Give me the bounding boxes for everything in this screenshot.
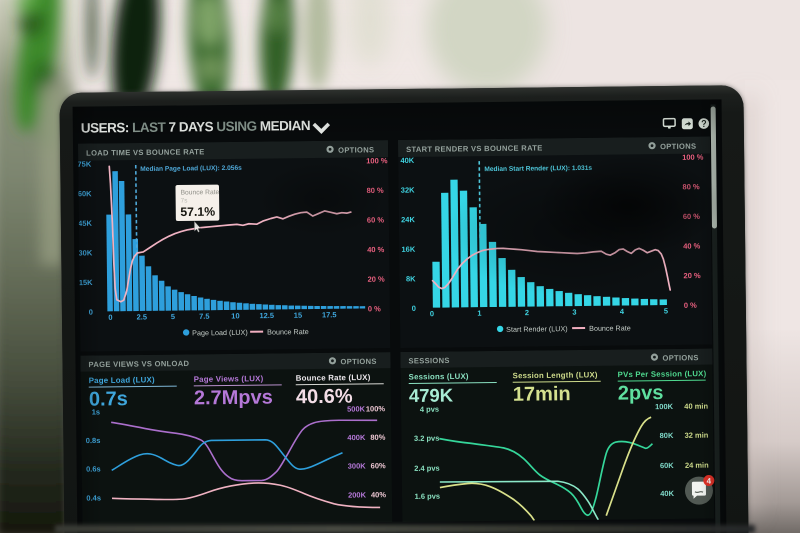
- svg-text:60K: 60K: [660, 461, 674, 470]
- svg-text:40K: 40K: [660, 489, 674, 498]
- svg-text:2.7Mpvs: 2.7Mpvs: [194, 386, 273, 409]
- svg-text:40.6%: 40.6%: [296, 386, 353, 409]
- svg-text:8K: 8K: [406, 274, 416, 283]
- svg-text:60%: 60%: [371, 461, 386, 470]
- svg-text:45K: 45K: [78, 219, 92, 228]
- svg-text:40%: 40%: [371, 490, 386, 499]
- svg-text:300K: 300K: [348, 461, 367, 470]
- svg-text:Median Start Render (LUX): 1.0: Median Start Render (LUX): 1.031s: [484, 165, 592, 173]
- svg-text:PAGE VIEWS VS ONLOAD: PAGE VIEWS VS ONLOAD: [88, 359, 189, 369]
- svg-text:Bounce Rate: Bounce Rate: [181, 189, 220, 196]
- svg-text:START RENDER VS BOUNCE RATE: START RENDER VS BOUNCE RATE: [406, 143, 543, 154]
- svg-text:1.6 pvs: 1.6 pvs: [415, 492, 441, 501]
- svg-text:40 %: 40 %: [367, 245, 385, 254]
- svg-text:OPTIONS: OPTIONS: [338, 145, 374, 154]
- svg-text:2: 2: [525, 308, 529, 317]
- svg-text:24K: 24K: [401, 215, 415, 224]
- svg-text:100K: 100K: [655, 402, 674, 411]
- svg-text:4: 4: [707, 477, 712, 486]
- svg-text:30K: 30K: [78, 248, 92, 257]
- svg-text:75K: 75K: [78, 160, 92, 169]
- svg-text:0.4s: 0.4s: [86, 493, 101, 502]
- svg-text:3.2 pvs: 3.2 pvs: [414, 434, 440, 443]
- svg-text:15: 15: [294, 311, 302, 320]
- svg-text:400K: 400K: [347, 433, 366, 442]
- svg-text:200K: 200K: [348, 490, 367, 499]
- svg-text:Session Length (LUX): Session Length (LUX): [513, 370, 598, 380]
- svg-text:0 %: 0 %: [684, 301, 697, 310]
- svg-text:0: 0: [89, 308, 93, 317]
- svg-text:1s: 1s: [92, 407, 100, 416]
- svg-text:0.8s: 0.8s: [86, 436, 101, 445]
- svg-text:10: 10: [231, 311, 239, 320]
- svg-text:80%: 80%: [370, 433, 385, 442]
- svg-text:40 min: 40 min: [684, 402, 708, 411]
- svg-text:OPTIONS: OPTIONS: [340, 357, 376, 366]
- svg-text:80K: 80K: [660, 431, 674, 440]
- svg-text:0 %: 0 %: [368, 304, 381, 313]
- svg-text:1: 1: [477, 309, 481, 318]
- svg-text:5: 5: [171, 312, 175, 321]
- svg-text:2.4 pvs: 2.4 pvs: [414, 464, 440, 473]
- svg-text:16K: 16K: [401, 245, 415, 254]
- svg-text:17.5: 17.5: [322, 310, 337, 319]
- svg-text:0: 0: [412, 304, 416, 313]
- svg-text:32 min: 32 min: [685, 431, 709, 440]
- svg-text:4 pvs: 4 pvs: [420, 405, 439, 414]
- svg-text:100 %: 100 %: [366, 156, 388, 165]
- svg-text:80 %: 80 %: [682, 182, 700, 191]
- svg-text:5: 5: [664, 307, 668, 316]
- svg-text:17min: 17min: [513, 383, 571, 406]
- svg-text:500K: 500K: [347, 404, 366, 413]
- svg-text:0.6s: 0.6s: [86, 464, 101, 473]
- svg-text:Page Views (LUX): Page Views (LUX): [194, 374, 264, 384]
- svg-text:Bounce Rate: Bounce Rate: [589, 323, 631, 332]
- svg-text:80 %: 80 %: [366, 186, 384, 195]
- svg-text:60 %: 60 %: [367, 215, 385, 224]
- svg-text:Median Page Load (LUX): 2.056s: Median Page Load (LUX): 2.056s: [140, 165, 242, 173]
- svg-text:2.5: 2.5: [136, 312, 147, 321]
- svg-text:3: 3: [572, 308, 576, 317]
- svg-text:24 min: 24 min: [685, 461, 709, 470]
- svg-text:SESSIONS: SESSIONS: [408, 356, 449, 365]
- svg-text:PVs Per Session (LUX): PVs Per Session (LUX): [618, 369, 707, 379]
- svg-text:57.1%: 57.1%: [180, 205, 215, 219]
- svg-text:OPTIONS: OPTIONS: [662, 353, 698, 362]
- svg-text:Bounce Rate (LUX): Bounce Rate (LUX): [296, 373, 371, 383]
- svg-text:479K: 479K: [409, 384, 454, 406]
- svg-text:20 %: 20 %: [367, 275, 385, 284]
- svg-text:20 %: 20 %: [683, 271, 701, 280]
- svg-text:0: 0: [430, 309, 434, 318]
- svg-text:Bounce Rate: Bounce Rate: [267, 327, 309, 336]
- svg-text:40 %: 40 %: [683, 241, 701, 250]
- svg-text:40K: 40K: [400, 156, 414, 165]
- svg-text:Start Render (LUX): Start Render (LUX): [506, 324, 568, 334]
- svg-text:LOAD TIME VS BOUNCE RATE: LOAD TIME VS BOUNCE RATE: [86, 147, 205, 157]
- svg-text:7s: 7s: [181, 197, 188, 204]
- svg-text:7.5: 7.5: [199, 312, 210, 321]
- svg-text:32K: 32K: [401, 185, 415, 194]
- svg-text:100%: 100%: [366, 404, 386, 413]
- svg-text:Sessions (LUX): Sessions (LUX): [409, 372, 469, 382]
- svg-text:60K: 60K: [78, 189, 92, 198]
- svg-text:0: 0: [108, 313, 112, 322]
- svg-text:Page Load (LUX): Page Load (LUX): [89, 375, 155, 385]
- svg-text:100 %: 100 %: [682, 153, 704, 162]
- svg-text:60 %: 60 %: [683, 212, 701, 221]
- svg-text:12.5: 12.5: [259, 311, 274, 320]
- svg-text:OPTIONS: OPTIONS: [660, 142, 696, 151]
- svg-text:15K: 15K: [79, 278, 93, 287]
- svg-text:Page Load (LUX): Page Load (LUX): [192, 328, 248, 338]
